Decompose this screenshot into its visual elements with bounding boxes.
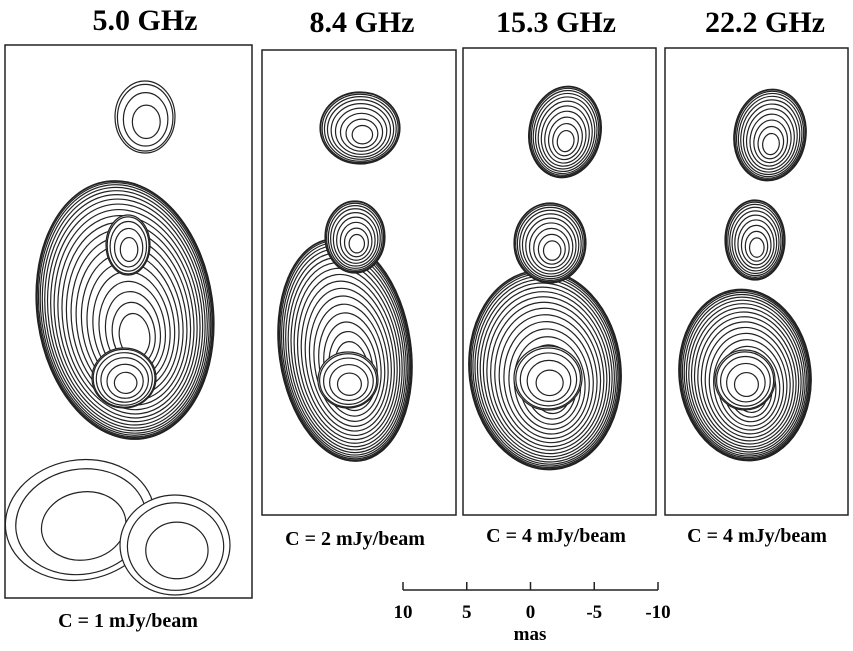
figure: 5.0 GHz 8.4 GHz 15.3 GHz 22.2 GHz C = 1 … (0, 0, 853, 651)
scale-tick-label: 0 (526, 602, 536, 623)
scale-tick-label: 5 (462, 602, 472, 623)
panel-caption: C = 2 mJy/beam (285, 528, 425, 550)
panel-title: 22.2 GHz (705, 6, 825, 39)
panel-title: 15.3 GHz (496, 6, 616, 39)
scale-tick-label: 10 (394, 602, 413, 623)
scale-label: mas (514, 624, 547, 645)
contour (318, 352, 378, 408)
contour (106, 215, 150, 275)
scale-tick-label: -5 (586, 602, 602, 623)
panel-title: 5.0 GHz (93, 4, 198, 37)
panel-caption: C = 4 mJy/beam (687, 525, 827, 547)
scale-ticks: 10 5 0 -5 -10 (394, 582, 671, 623)
contour (120, 495, 230, 595)
panel-caption: C = 4 mJy/beam (486, 525, 626, 547)
contour (522, 80, 609, 183)
contour (514, 346, 582, 410)
scale-tick-label: -10 (645, 602, 670, 623)
panel-caption: C = 1 mJy/beam (58, 610, 198, 632)
contour (715, 350, 775, 410)
panel-title: 8.4 GHz (310, 6, 415, 39)
contour-maps (0, 80, 820, 595)
